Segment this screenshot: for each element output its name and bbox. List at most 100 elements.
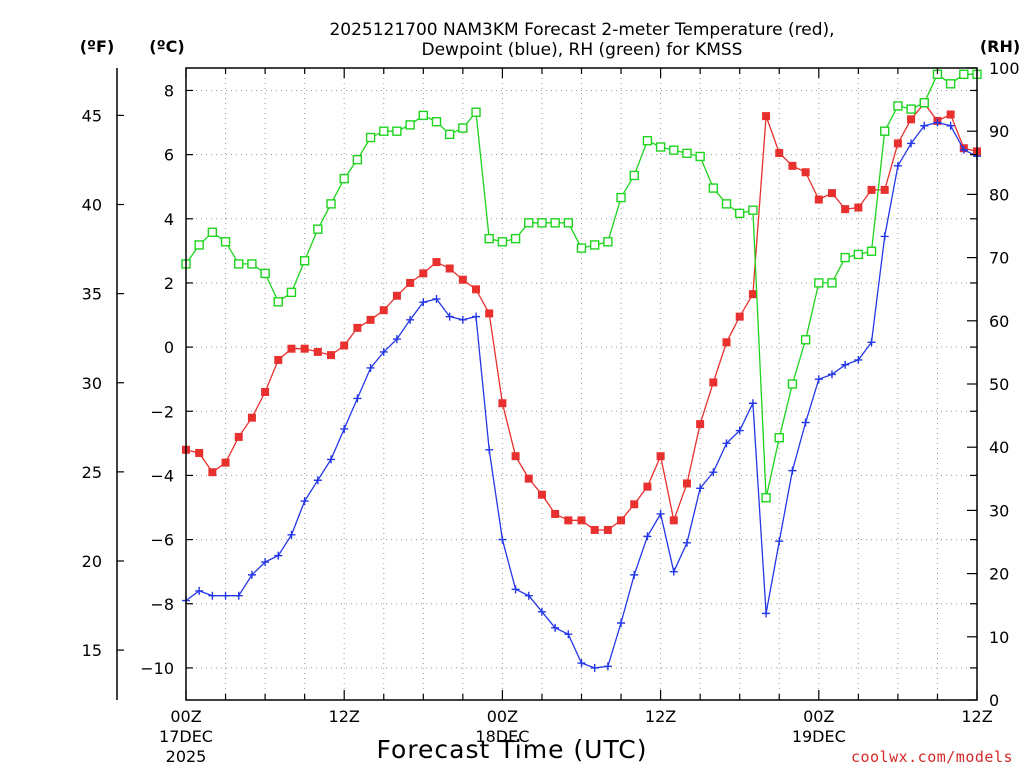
dewpoint-point <box>801 418 810 427</box>
temperature-point <box>762 112 771 121</box>
fahrenheit-unit-label: (ºF) <box>80 37 115 56</box>
temperature-point <box>722 338 731 347</box>
dewpoint-point <box>247 570 256 579</box>
rh-point <box>840 252 850 263</box>
rh-point <box>194 240 204 250</box>
x-tick-label: 12Z <box>961 707 992 726</box>
dewpoint-point <box>907 139 916 148</box>
temperature-point <box>366 315 375 324</box>
temperature-point <box>893 139 902 148</box>
temperature-point <box>485 309 494 318</box>
rh-point <box>392 126 402 136</box>
series-layer <box>181 69 982 672</box>
celsius-tick-label: −2 <box>150 402 174 421</box>
temperature-point <box>392 291 401 300</box>
rh-point <box>708 183 719 193</box>
rh-point <box>234 259 244 269</box>
temperature-point <box>814 195 823 204</box>
x-date-label: 18DEC <box>475 727 529 746</box>
series-line-2 <box>185 73 977 498</box>
fahrenheit-tick-label: 40 <box>82 196 102 215</box>
chart-title-line-1: 2025121700 NAM3KM Forecast 2-meter Tempe… <box>329 20 834 40</box>
fahrenheit-tick-label: 45 <box>82 106 102 125</box>
rh-point <box>774 433 784 443</box>
rh-point <box>313 224 323 234</box>
temperature-point <box>247 413 256 422</box>
temperature-point <box>564 516 573 525</box>
rh-point <box>906 104 916 114</box>
temperature-point <box>841 205 850 214</box>
dewpoint-point <box>287 530 296 539</box>
rh-point <box>616 192 626 203</box>
dewpoint-point <box>327 455 336 464</box>
x-tick-label: 12Z <box>329 707 360 726</box>
dewpoint-point <box>735 426 744 435</box>
dewpoint-point <box>959 145 968 154</box>
temperature-point <box>287 344 296 353</box>
dewpoint-point <box>709 468 718 477</box>
fahrenheit-tick-label: 35 <box>82 285 102 304</box>
rh-point <box>800 335 811 345</box>
rh-point <box>959 69 969 80</box>
rh-tick-label: 100 <box>989 59 1020 78</box>
dewpoint-point <box>696 484 705 493</box>
temperature-point <box>801 168 810 177</box>
x-tick-label: 12Z <box>645 707 676 726</box>
dewpoint-point <box>814 375 823 384</box>
rh-point <box>497 237 508 247</box>
rh-point <box>510 233 521 244</box>
celsius-tick-label: −6 <box>150 531 174 550</box>
dewpoint-point <box>577 659 586 668</box>
temperature-point <box>748 290 757 299</box>
dewpoint-point <box>392 335 401 344</box>
temperature-point <box>445 264 454 273</box>
temperature-point <box>340 341 349 350</box>
temperature-point <box>498 399 507 408</box>
rh-point <box>537 218 547 228</box>
temperature-point <box>234 432 243 441</box>
celsius-tick-label: 2 <box>164 274 174 293</box>
temperature-point <box>274 355 283 364</box>
rh-tick-label: 50 <box>989 375 1009 394</box>
rh-unit-label: (RH) <box>980 37 1020 56</box>
dewpoint-point <box>458 315 467 324</box>
rh-point <box>260 268 270 279</box>
rh-point <box>945 79 956 89</box>
temperature-point <box>656 452 665 461</box>
rh-point <box>642 135 653 146</box>
grid-layer <box>186 68 977 700</box>
temperature-point <box>327 351 336 360</box>
rh-point <box>247 259 257 269</box>
dewpoint-point <box>419 298 428 307</box>
rh-point <box>576 243 587 253</box>
rh-tick-label: 20 <box>989 565 1009 584</box>
rh-point <box>286 287 297 298</box>
dewpoint-point <box>472 312 481 321</box>
x-tick-label: 00Z <box>170 707 201 726</box>
rh-point <box>444 129 455 140</box>
dewpoint-point <box>867 338 876 347</box>
x-date-label: 19DEC <box>792 727 846 746</box>
temperature-point <box>907 115 916 124</box>
dewpoint-point <box>880 232 889 241</box>
rh-point <box>273 297 283 307</box>
x-year-label: 2025 <box>166 747 207 766</box>
temperature-point <box>617 516 626 525</box>
temperature-point <box>867 185 876 194</box>
dewpoint-point <box>762 609 771 618</box>
rh-point <box>207 227 218 238</box>
temperature-point <box>880 185 889 194</box>
dewpoint-point <box>208 591 217 600</box>
temperature-point <box>669 516 678 525</box>
x-tick-label: 00Z <box>487 707 518 726</box>
dewpoint-point <box>498 535 507 544</box>
rh-point <box>866 246 877 256</box>
dewpoint-point <box>788 466 797 475</box>
rh-point <box>563 218 574 228</box>
temperature-point <box>682 479 691 488</box>
rh-point <box>787 379 798 389</box>
dewpoint-point <box>261 558 270 567</box>
rh-point <box>550 218 560 228</box>
temperature-point <box>946 110 955 119</box>
